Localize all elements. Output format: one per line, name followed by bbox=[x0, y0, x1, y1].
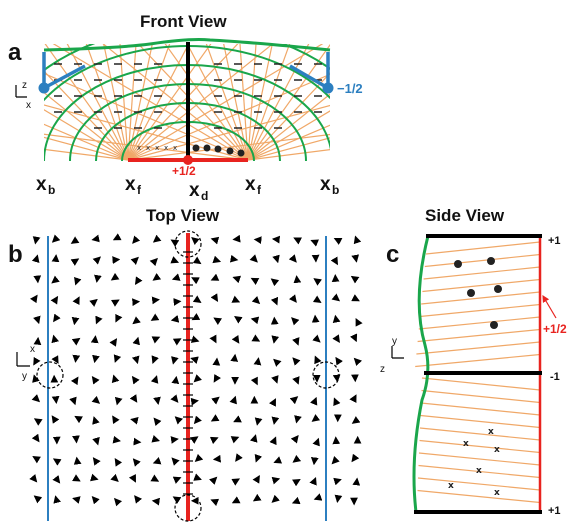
top-director-arrows bbox=[29, 233, 363, 507]
svg-text:y: y bbox=[22, 371, 27, 382]
front-charge-blue: −1/2 bbox=[337, 81, 363, 96]
svg-text:x: x bbox=[448, 481, 454, 491]
svg-text:z: z bbox=[22, 80, 27, 91]
front-view-title: Front View bbox=[140, 12, 227, 31]
svg-text:x: x bbox=[476, 466, 482, 476]
svg-text:z: z bbox=[380, 364, 385, 375]
side-field-lines bbox=[415, 241, 541, 504]
side-dots bbox=[454, 257, 502, 329]
svg-text:x: x bbox=[488, 427, 494, 437]
svg-text:x: x bbox=[245, 174, 256, 195]
front-blue-defect-right bbox=[322, 82, 334, 94]
svg-text:x: x bbox=[463, 439, 469, 449]
side-label-bottom: +1 bbox=[548, 505, 561, 517]
front-red-defect bbox=[183, 155, 193, 165]
svg-text:x: x bbox=[173, 144, 177, 152]
front-dots bbox=[192, 144, 245, 157]
front-field-lines bbox=[44, 44, 330, 161]
front-charge-red: +1/2 bbox=[172, 164, 196, 178]
svg-text:x: x bbox=[494, 445, 500, 455]
side-label-top: +1 bbox=[548, 235, 561, 247]
svg-text:y: y bbox=[392, 336, 397, 347]
svg-text:x: x bbox=[164, 144, 168, 152]
panel-label-c: c bbox=[386, 241, 399, 268]
side-x-marks: x x x x x x bbox=[448, 427, 500, 498]
svg-text:x: x bbox=[189, 180, 200, 201]
front-top-boundary bbox=[43, 38, 331, 52]
svg-text:x: x bbox=[30, 344, 35, 355]
front-axis-indicator: z x bbox=[15, 80, 31, 111]
top-red-line-ticks bbox=[183, 251, 193, 495]
front-blue-arm-right bbox=[289, 52, 330, 90]
side-axis-indicator: y z bbox=[380, 336, 404, 375]
svg-text:x: x bbox=[26, 100, 31, 111]
svg-text:b: b bbox=[48, 183, 55, 197]
panel-label-a: a bbox=[8, 39, 22, 66]
svg-text:d: d bbox=[201, 189, 208, 203]
svg-text:f: f bbox=[257, 183, 262, 197]
svg-text:x: x bbox=[155, 144, 159, 152]
side-charge-red: +1/2 bbox=[543, 322, 567, 336]
panel-label-b: b bbox=[8, 241, 23, 268]
top-axis-indicator: x y bbox=[16, 344, 35, 382]
svg-text:x: x bbox=[125, 174, 136, 195]
front-blue-defect-left bbox=[38, 82, 50, 94]
side-charge-arrow bbox=[542, 294, 557, 319]
svg-text:x: x bbox=[36, 174, 47, 195]
top-view-title: Top View bbox=[146, 206, 220, 225]
svg-text:x: x bbox=[137, 144, 141, 152]
front-blue-arm-left bbox=[42, 52, 86, 90]
svg-text:f: f bbox=[137, 183, 142, 197]
side-label-mid: -1 bbox=[550, 371, 560, 383]
svg-text:x: x bbox=[146, 144, 150, 152]
svg-text:x: x bbox=[494, 488, 500, 498]
front-dash-marks bbox=[54, 63, 322, 129]
svg-text:b: b bbox=[332, 183, 339, 197]
side-view-title: Side View bbox=[425, 206, 505, 225]
top-defect-loops bbox=[36, 230, 340, 522]
svg-text:x: x bbox=[320, 174, 331, 195]
